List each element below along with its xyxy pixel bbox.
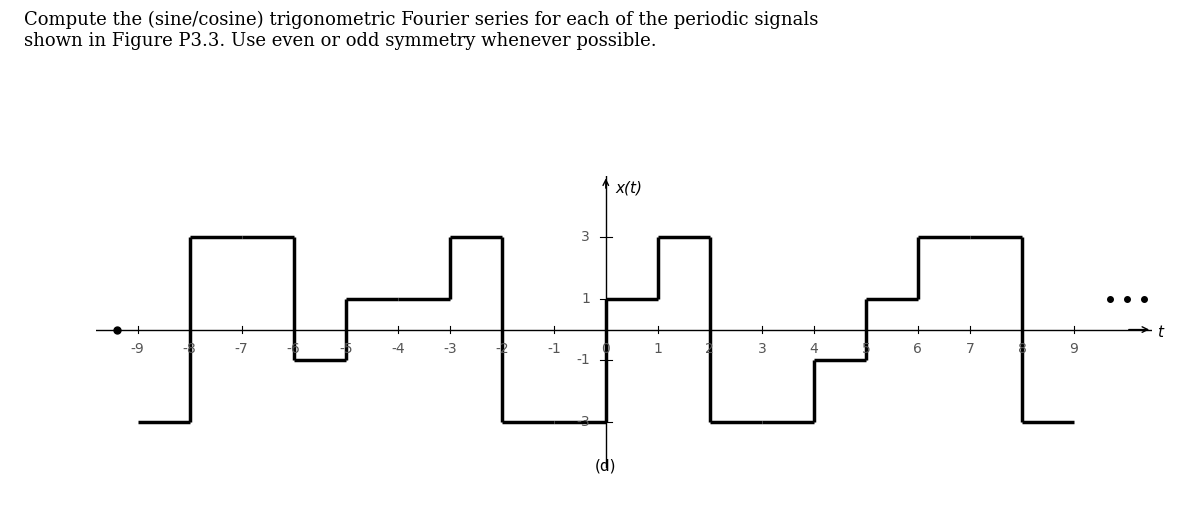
Text: -1: -1 xyxy=(576,353,590,368)
Text: 8: 8 xyxy=(1018,342,1026,356)
Text: 9: 9 xyxy=(1069,342,1079,356)
Text: 4: 4 xyxy=(810,342,818,356)
Text: x(t): x(t) xyxy=(616,180,642,195)
Text: -9: -9 xyxy=(131,342,144,356)
Text: 1: 1 xyxy=(581,292,590,306)
Text: 6: 6 xyxy=(913,342,923,356)
Text: -7: -7 xyxy=(235,342,248,356)
Text: Compute the (sine/cosine) trigonometric Fourier series for each of the periodic : Compute the (sine/cosine) trigonometric … xyxy=(24,11,818,49)
Text: 1: 1 xyxy=(653,342,662,356)
Text: -8: -8 xyxy=(182,342,197,356)
Text: -1: -1 xyxy=(547,342,560,356)
Text: -4: -4 xyxy=(391,342,404,356)
Text: 0: 0 xyxy=(601,342,610,356)
Text: 2: 2 xyxy=(706,342,714,356)
Text: -6: -6 xyxy=(287,342,300,356)
Text: (d): (d) xyxy=(595,459,617,474)
Text: -2: -2 xyxy=(494,342,509,356)
Text: t: t xyxy=(1157,325,1163,339)
Text: 7: 7 xyxy=(966,342,974,356)
Text: 3: 3 xyxy=(757,342,767,356)
Text: -3: -3 xyxy=(443,342,456,356)
Text: -5: -5 xyxy=(338,342,353,356)
Text: 3: 3 xyxy=(582,230,590,244)
Text: 5: 5 xyxy=(862,342,870,356)
Text: -3: -3 xyxy=(576,415,590,429)
